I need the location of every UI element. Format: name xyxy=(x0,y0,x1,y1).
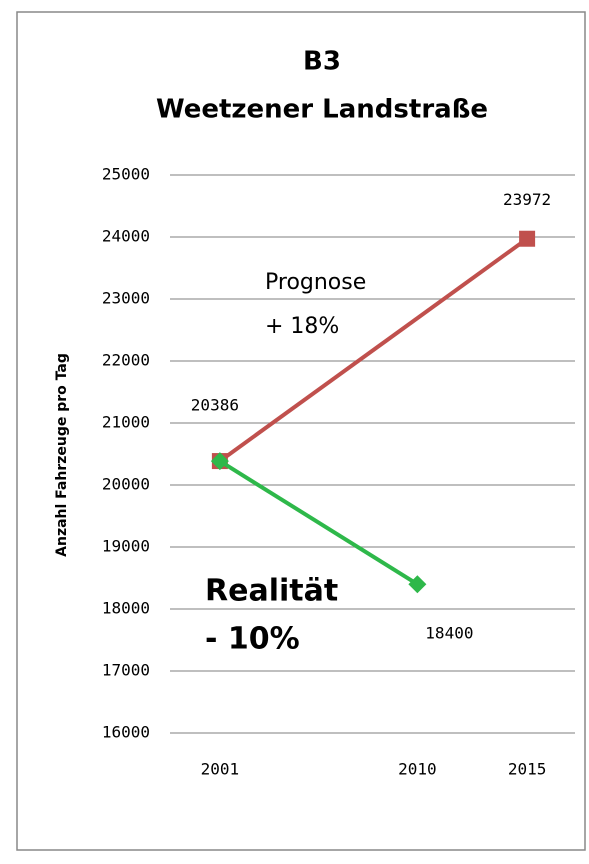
marker xyxy=(210,452,229,471)
series-label: Prognose xyxy=(265,270,366,295)
y-tick-label: 16000 xyxy=(102,723,150,742)
y-tick-label: 19000 xyxy=(102,537,150,556)
y-tick-label: 20000 xyxy=(102,475,150,494)
data-label: 20386 xyxy=(191,396,239,415)
y-axis-label: Anzahl Fahrzeuge pro Tag xyxy=(54,353,70,557)
marker xyxy=(408,575,427,594)
y-tick-label: 25000 xyxy=(102,165,150,184)
data-label: 18400 xyxy=(425,624,473,643)
chart-frame xyxy=(16,11,586,851)
annotation: + 18% xyxy=(265,314,339,339)
x-tick-label: 2001 xyxy=(201,760,240,779)
y-tick-label: 22000 xyxy=(102,351,150,370)
series-line xyxy=(218,459,419,586)
y-tick-label: 24000 xyxy=(102,227,150,246)
x-tick-label: 2010 xyxy=(398,760,437,779)
data-label: 23972 xyxy=(503,190,551,209)
series-label: Realität xyxy=(205,574,338,609)
y-tick-label: 18000 xyxy=(102,599,150,618)
chart-title: B3 xyxy=(303,47,341,77)
y-tick-label: 23000 xyxy=(102,289,150,308)
annotation: - 10% xyxy=(205,622,300,657)
chart-title: Weetzener Landstraße xyxy=(156,95,488,125)
y-tick-label: 17000 xyxy=(102,661,150,680)
x-tick-label: 2015 xyxy=(508,760,547,779)
marker xyxy=(519,230,536,247)
series-line xyxy=(218,237,529,463)
y-tick-label: 21000 xyxy=(102,413,150,432)
